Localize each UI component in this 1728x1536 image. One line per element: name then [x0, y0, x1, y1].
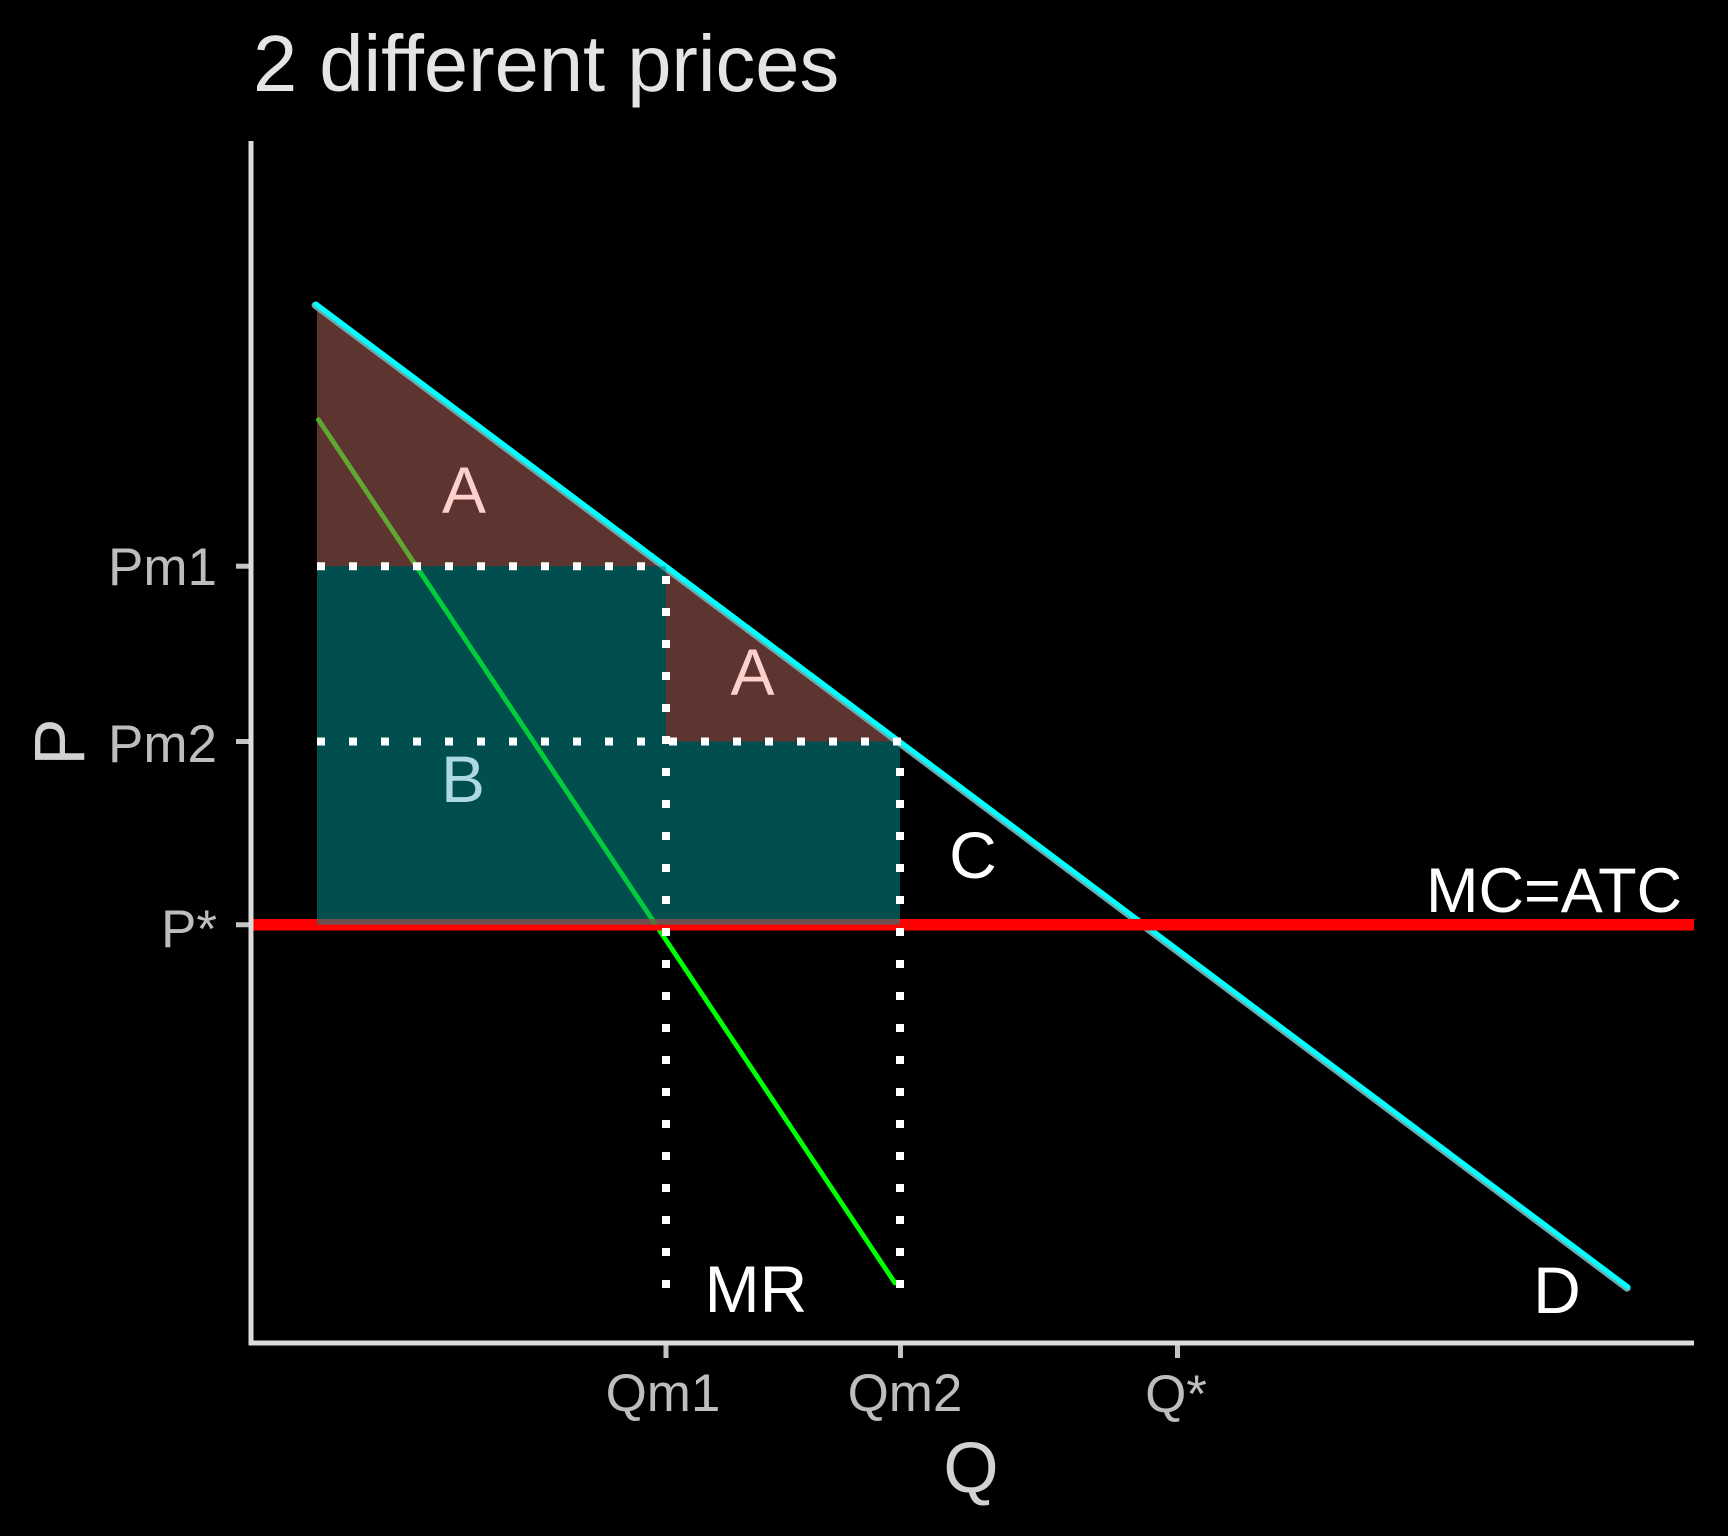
- svg-text:Qm2: Qm2: [848, 1364, 963, 1423]
- svg-text:P*: P*: [161, 900, 217, 959]
- svg-text:P: P: [21, 718, 100, 765]
- svg-text:2 different prices: 2 different prices: [253, 19, 839, 108]
- svg-text:Pm2: Pm2: [108, 715, 217, 774]
- svg-text:D: D: [1533, 1253, 1581, 1327]
- svg-text:Q*: Q*: [1145, 1365, 1207, 1424]
- svg-text:A: A: [730, 635, 774, 709]
- svg-text:Pm1: Pm1: [108, 538, 217, 597]
- svg-text:MR: MR: [705, 1252, 808, 1326]
- svg-text:MC=ATC: MC=ATC: [1426, 856, 1682, 926]
- svg-text:A: A: [442, 453, 486, 527]
- svg-text:C: C: [949, 818, 997, 892]
- svg-text:Q: Q: [943, 1429, 998, 1508]
- svg-text:B: B: [441, 742, 485, 816]
- svg-text:Qm1: Qm1: [606, 1364, 721, 1423]
